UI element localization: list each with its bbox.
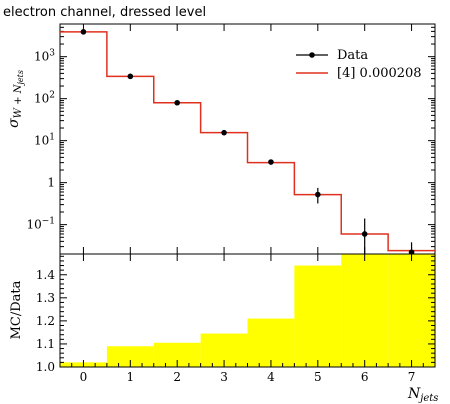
lower-y-tick-label: 1.1 <box>36 337 55 351</box>
legend-data-marker <box>309 52 315 58</box>
data-point <box>315 191 321 198</box>
y-tick-label: 10−1 <box>26 217 55 232</box>
chart-title: electron channel, dressed level <box>3 5 206 20</box>
x-tick-label: 7 <box>408 370 416 384</box>
legend-entry-data: Data <box>337 48 368 63</box>
x-tick-label: 0 <box>80 370 88 384</box>
data-point <box>361 231 368 237</box>
ratio-band-bin <box>341 254 389 367</box>
ratio-band-bin <box>294 265 342 367</box>
x-tick-label: 4 <box>267 370 275 384</box>
x-tick-label: 6 <box>361 370 369 384</box>
x-axis-label: Njets <box>407 386 438 404</box>
upper-y-axis: 10−1 1 101 102 103 <box>26 23 435 255</box>
data-point <box>174 99 180 106</box>
y-tick-label: 102 <box>34 91 55 106</box>
data-point <box>80 29 87 35</box>
mc-step-path <box>60 31 435 252</box>
mc-step-line <box>60 31 435 252</box>
lower-y-tick-label: 1.2 <box>36 314 55 328</box>
x-tick-label: 2 <box>173 370 181 384</box>
ratio-band-bin <box>388 254 435 367</box>
x-axis: 0 1 2 3 4 5 6 7 <box>59 254 436 384</box>
lower-plot: 1.0 1.1 1.2 1.3 1.4 0 1 2 3 4 5 6 7 MC/Data Njets <box>9 253 438 404</box>
data-point <box>221 129 227 136</box>
lower-y-tick-label: 1.0 <box>36 360 55 374</box>
upper-plot: 10−1 1 101 102 103 σW + Njets Data [4] 0.000… <box>6 23 436 259</box>
x-tick-label: 5 <box>314 370 322 384</box>
y-tick-label: 1 <box>47 176 55 190</box>
legend: Data [4] 0.000208 <box>296 48 422 81</box>
ratio-band <box>60 254 435 367</box>
upper-y-axis-label: σW + Njets <box>6 70 25 128</box>
x-tick-label: 3 <box>220 370 228 384</box>
lower-y-tick-label: 1.3 <box>36 291 55 305</box>
lower-y-axis-label: MC/Data <box>9 280 24 339</box>
ratio-band-bin <box>247 318 295 367</box>
lower-y-axis: 1.0 1.1 1.2 1.3 1.4 <box>36 255 435 374</box>
legend-entry-mc: [4] 0.000208 <box>337 66 422 81</box>
x-tick-label: 1 <box>126 370 134 384</box>
y-tick-label: 103 <box>34 49 55 64</box>
lower-y-tick-label: 1.4 <box>36 268 55 282</box>
ratio-band-bin <box>106 346 154 367</box>
y-tick-label: 101 <box>34 133 55 148</box>
data-point <box>268 159 274 165</box>
data-point <box>127 73 134 80</box>
